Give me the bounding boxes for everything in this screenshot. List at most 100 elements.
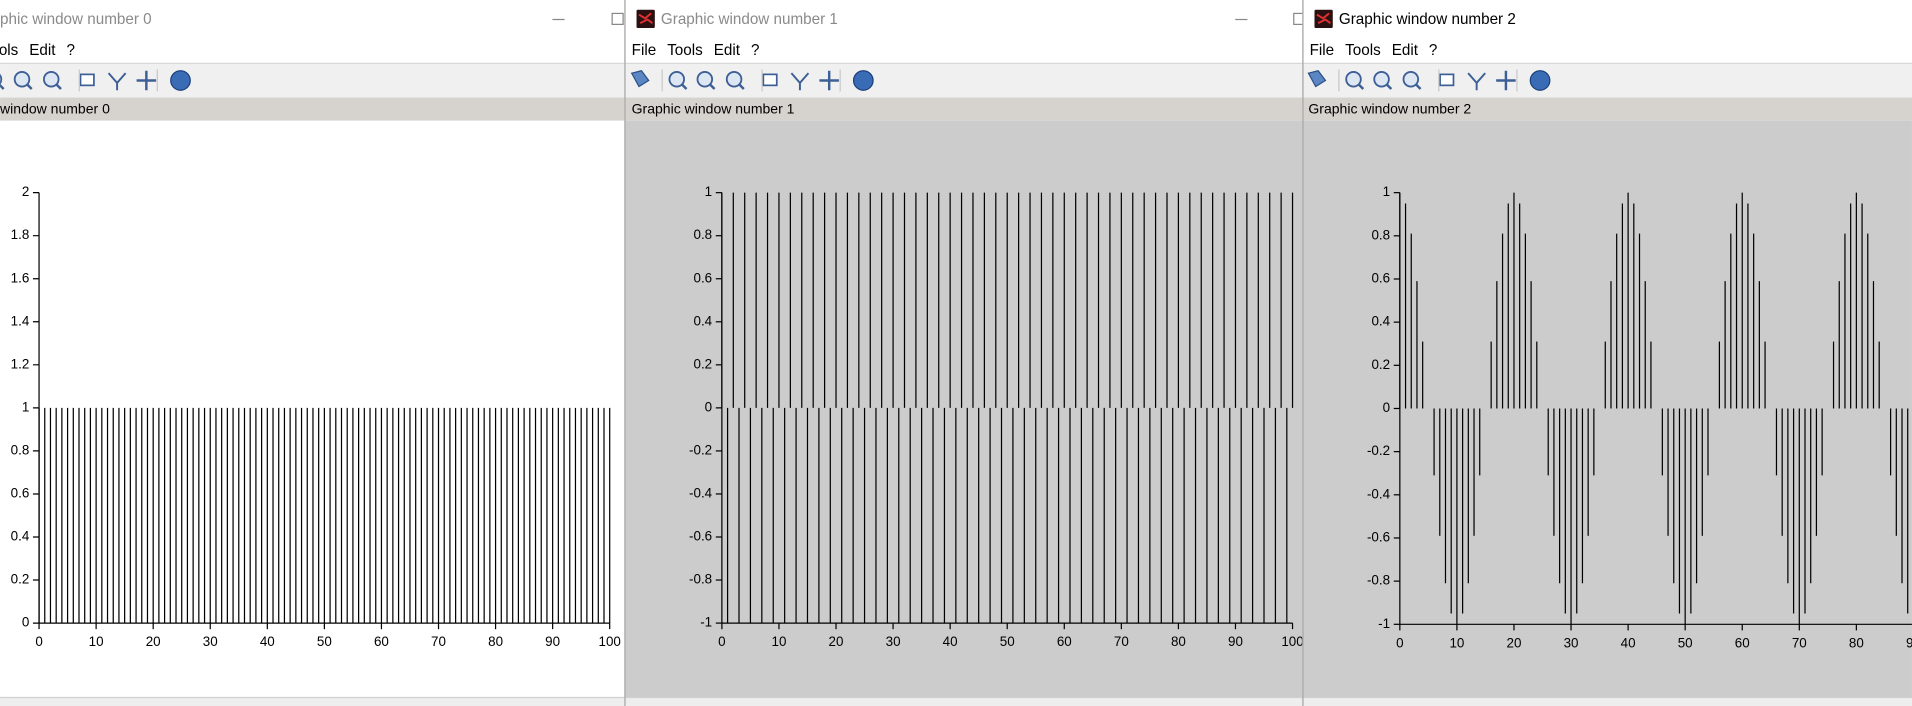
toolbar-icon[interactable] (43, 71, 60, 88)
x-tick-label: 90 (1906, 635, 1912, 650)
toolbar-icon[interactable] (630, 70, 650, 88)
toolbar-icon[interactable] (1307, 70, 1327, 88)
x-tick-label: 80 (488, 634, 503, 649)
toolbar-icon[interactable] (1496, 70, 1516, 91)
x-tick-label: 90 (1228, 634, 1243, 649)
menu-item[interactable]: ? (67, 42, 75, 59)
maximize-button[interactable] (1293, 12, 1305, 25)
tab-bar (625, 97, 1303, 121)
y-tick-label: 1.8 (11, 227, 30, 242)
status-bar (1303, 697, 1912, 706)
y-tick-label: -0.6 (689, 529, 712, 544)
y-tick-label: -0.8 (689, 572, 712, 587)
toolbar-icon[interactable] (668, 71, 686, 88)
toolbar-icon[interactable] (1467, 72, 1486, 91)
window-title: Graphic window number 1 (661, 11, 838, 28)
tab-bar (0, 97, 625, 121)
menu-item[interactable]: Tools (667, 42, 703, 59)
toolbar-icon-handle (1414, 83, 1422, 90)
toolbar-icon[interactable] (819, 70, 839, 91)
y-tick-label: 0.8 (11, 442, 30, 457)
y-tick-label: 1.2 (11, 356, 30, 371)
x-tick-label: 80 (1849, 635, 1864, 650)
y-tick-label: 1.6 (11, 270, 30, 285)
menu-item[interactable]: File (632, 42, 657, 59)
title-bar (0, 0, 625, 41)
window-title: Graphic window number 2 (1339, 11, 1516, 28)
menu-item[interactable]: ? (1429, 42, 1437, 59)
y-tick-label: 0.6 (693, 270, 712, 285)
toolbar-icon[interactable] (1529, 70, 1551, 91)
status-bar (625, 697, 1303, 706)
window-title: phic window number 0 (0, 11, 152, 28)
y-tick-label: -0.2 (689, 442, 712, 457)
tab-label: Graphic window number 2 (1308, 100, 1471, 116)
x-tick-label: 50 (317, 634, 332, 649)
toolbar-icon-handle (738, 83, 745, 90)
toolbar-icon-handle (1357, 83, 1365, 90)
y-tick-label: -0.4 (1367, 486, 1391, 501)
x-tick-label: 20 (146, 634, 161, 649)
app-icon-mark (1316, 12, 1331, 25)
menu-item[interactable]: Tools (1345, 42, 1381, 59)
toolbar-icon[interactable] (696, 71, 714, 88)
toolbar-icon[interactable] (1345, 71, 1362, 88)
y-tick-label: -1 (700, 615, 712, 630)
title-bar (625, 0, 1303, 41)
y-tick-label: 0.4 (1371, 314, 1390, 329)
y-tick-label: -0.8 (1367, 573, 1390, 588)
y-tick-label: 0.8 (1371, 227, 1390, 242)
x-tick-label: 100 (599, 634, 621, 649)
x-tick-label: 80 (1171, 634, 1186, 649)
toolbar-icon[interactable] (0, 72, 3, 87)
menu-item[interactable]: Edit (714, 42, 741, 59)
tab-label: Graphic window number 1 (632, 100, 795, 116)
toolbar-icon-handle (0, 83, 5, 90)
toolbar-icon[interactable] (762, 73, 778, 87)
x-tick-label: 70 (431, 634, 446, 649)
x-tick-label: 60 (1735, 635, 1750, 650)
x-tick-label: 30 (1564, 635, 1579, 650)
toolbar-icon[interactable] (790, 72, 810, 91)
x-tick-label: 40 (1621, 635, 1636, 650)
toolbar-icon[interactable] (852, 70, 874, 91)
y-tick-label: -1 (1378, 616, 1390, 631)
menu-item[interactable]: Edit (1392, 42, 1419, 59)
menu-bar (1303, 40, 1912, 64)
toolbar-icon[interactable] (725, 71, 743, 88)
x-tick-label: 50 (1000, 634, 1015, 649)
toolbar-icon-handle (680, 83, 688, 90)
menu-item[interactable]: ols (0, 42, 19, 59)
tab-bar (1303, 97, 1912, 121)
x-tick-label: 60 (1057, 634, 1072, 649)
y-tick-label: 0.6 (11, 486, 30, 501)
x-tick-label: 10 (89, 634, 104, 649)
menu-bar (625, 40, 1303, 64)
y-tick-label: 0.6 (1371, 271, 1390, 286)
menu-item[interactable]: File (1310, 42, 1335, 59)
menu-item[interactable]: Edit (29, 42, 56, 59)
x-tick-label: 40 (943, 634, 958, 649)
toolbar-icon[interactable] (1439, 73, 1455, 87)
toolbar-icon[interactable] (79, 73, 95, 87)
x-tick-label: 70 (1114, 634, 1129, 649)
x-tick-label: 70 (1792, 635, 1807, 650)
x-tick-label: 10 (1449, 635, 1464, 650)
toolbar-icon[interactable] (13, 71, 31, 88)
toolbar-icon[interactable] (107, 72, 127, 91)
toolbar-icon-handle (1385, 83, 1393, 90)
menu-item[interactable]: ? (751, 42, 759, 59)
x-tick-label: 0 (35, 634, 42, 649)
toolbar-icon[interactable] (1402, 71, 1420, 88)
x-tick-label: 0 (718, 634, 725, 649)
toolbar-icon[interactable] (1373, 71, 1390, 88)
y-tick-label: 0.2 (693, 356, 712, 371)
x-tick-label: 50 (1678, 635, 1693, 650)
toolbar-icon[interactable] (136, 70, 157, 91)
x-tick-label: 0 (1396, 635, 1403, 650)
toolbar-icon[interactable] (170, 70, 191, 91)
maximize-button[interactable] (611, 12, 624, 25)
plot-area (0, 120, 625, 698)
